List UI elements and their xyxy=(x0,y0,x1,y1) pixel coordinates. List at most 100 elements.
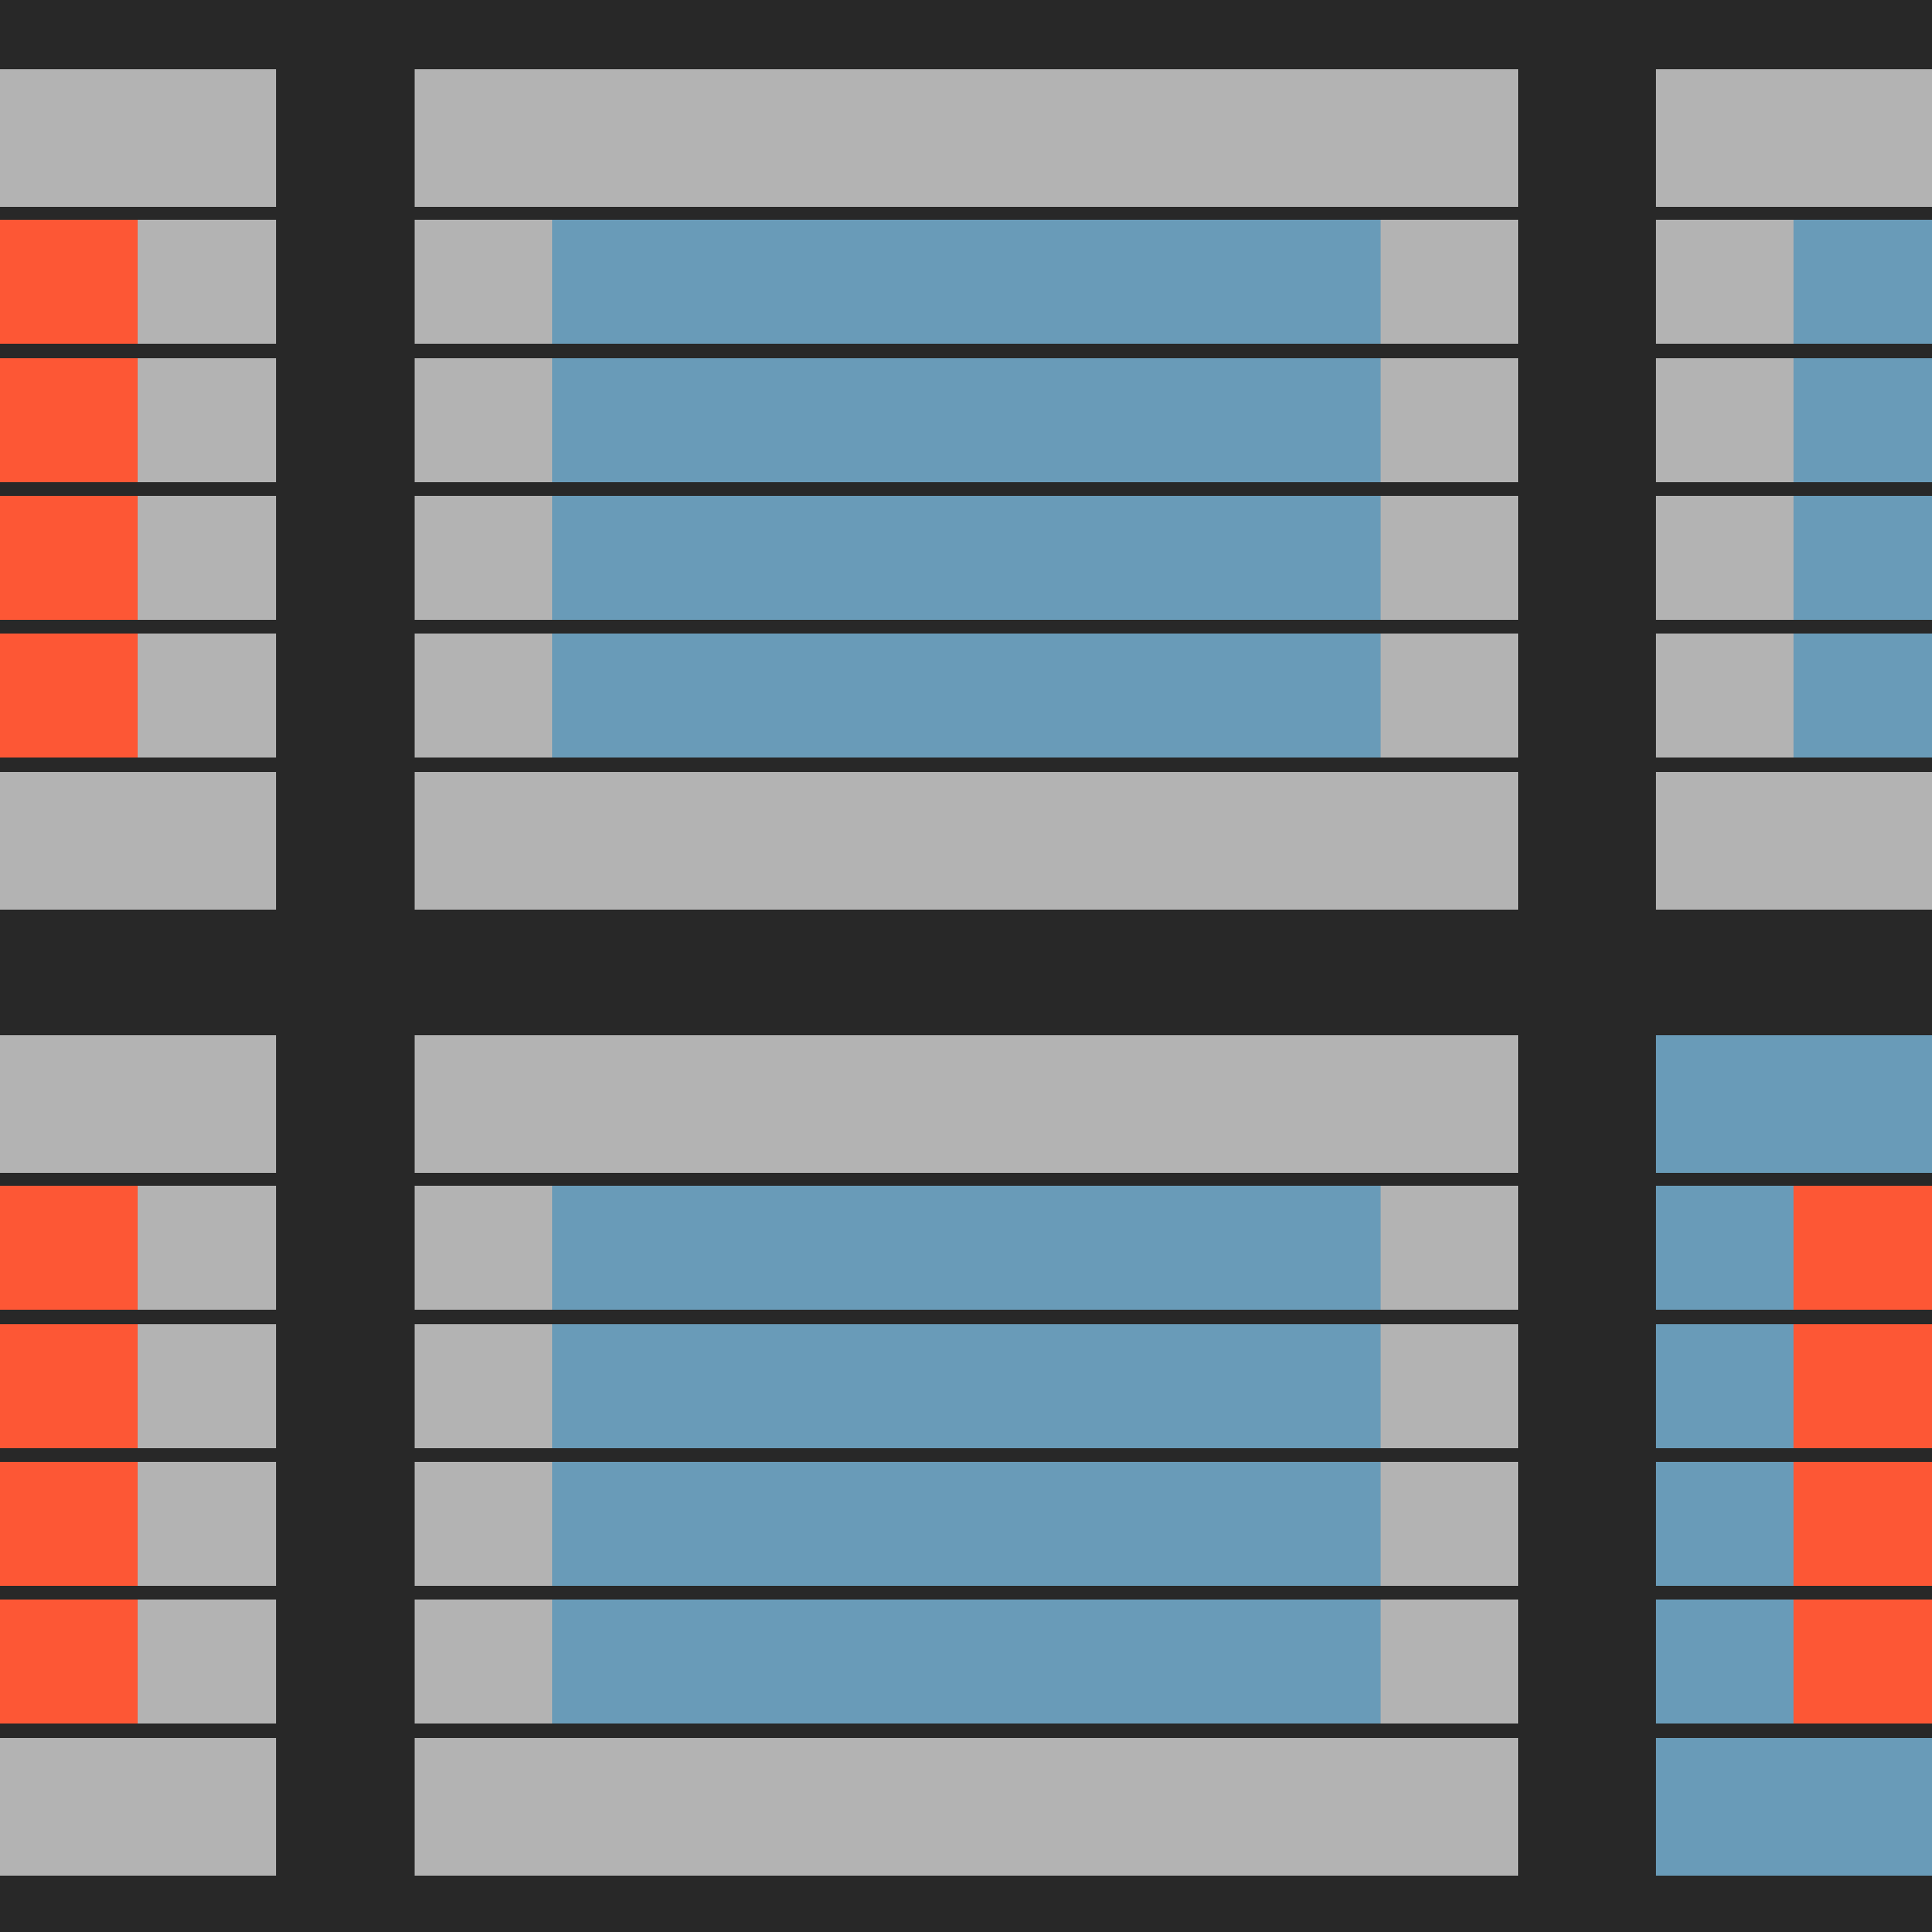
color-block-blue xyxy=(552,634,1381,758)
panel-row xyxy=(415,772,1518,910)
panel-row xyxy=(415,1324,1518,1448)
color-block-gray xyxy=(415,772,1518,910)
color-block-gray xyxy=(415,1462,552,1586)
panel-row xyxy=(1656,634,1932,758)
color-block-blue xyxy=(1656,1738,1932,1876)
panel-row xyxy=(0,1186,276,1310)
panel-bottom-center xyxy=(415,1035,1518,1876)
color-block-gray xyxy=(1381,1600,1518,1724)
panel-top-left xyxy=(0,69,276,910)
panel-row xyxy=(0,358,276,482)
panel-top-center xyxy=(415,69,1518,910)
color-block-gray xyxy=(1381,634,1518,758)
color-block-blue xyxy=(1656,1035,1932,1173)
color-block-gray xyxy=(415,1186,552,1310)
color-block-orange xyxy=(0,220,138,344)
color-block-gray xyxy=(138,1600,276,1724)
color-block-blue xyxy=(1794,634,1932,758)
color-block-gray xyxy=(0,69,276,207)
panel-row xyxy=(1656,69,1932,207)
color-block-blue xyxy=(1656,1462,1794,1586)
panel-row xyxy=(0,772,276,910)
color-block-blue xyxy=(552,1186,1381,1310)
color-block-gray xyxy=(415,634,552,758)
panel-row xyxy=(415,358,1518,482)
color-block-gray xyxy=(415,358,552,482)
panel-row xyxy=(0,1738,276,1876)
panel-row xyxy=(1656,1462,1932,1586)
panel-row xyxy=(0,496,276,620)
color-block-orange xyxy=(1794,1324,1932,1448)
color-block-gray xyxy=(415,69,1518,207)
panel-row xyxy=(415,1186,1518,1310)
panel-row xyxy=(0,220,276,344)
color-block-blue xyxy=(1794,358,1932,482)
color-block-blue xyxy=(552,1462,1381,1586)
color-block-blue xyxy=(552,220,1381,344)
color-block-gray xyxy=(415,1738,1518,1876)
color-block-blue xyxy=(1656,1600,1794,1724)
color-block-blue xyxy=(552,1324,1381,1448)
color-block-orange xyxy=(0,1186,138,1310)
panel-row xyxy=(1656,496,1932,620)
panel-row xyxy=(1656,1035,1932,1173)
color-block-gray xyxy=(1381,358,1518,482)
color-block-gray xyxy=(1656,496,1794,620)
color-block-gray xyxy=(415,1035,1518,1173)
panel-bottom-right xyxy=(1656,1035,1932,1876)
color-block-gray xyxy=(138,358,276,482)
color-block-blue xyxy=(552,358,1381,482)
color-block-gray xyxy=(138,634,276,758)
panel-row xyxy=(0,1462,276,1586)
color-block-orange xyxy=(1794,1186,1932,1310)
panel-row xyxy=(415,69,1518,207)
color-block-blue xyxy=(1794,496,1932,620)
color-block-gray xyxy=(1381,1186,1518,1310)
color-block-gray xyxy=(138,220,276,344)
color-block-gray xyxy=(138,1462,276,1586)
color-block-orange xyxy=(0,358,138,482)
panel-row xyxy=(1656,1186,1932,1310)
color-block-orange xyxy=(1794,1600,1932,1724)
panel-row xyxy=(1656,1324,1932,1448)
panel-row xyxy=(0,1324,276,1448)
color-block-orange xyxy=(0,1462,138,1586)
color-block-gray xyxy=(1656,220,1794,344)
color-block-orange xyxy=(0,634,138,758)
color-block-gray xyxy=(1381,220,1518,344)
panel-row xyxy=(1656,1738,1932,1876)
panel-row xyxy=(415,220,1518,344)
panel-row xyxy=(415,1035,1518,1173)
panel-row xyxy=(1656,358,1932,482)
panel-row xyxy=(415,496,1518,620)
color-block-blue xyxy=(1656,1186,1794,1310)
color-block-gray xyxy=(415,496,552,620)
color-block-blue xyxy=(552,496,1381,620)
panel-top-right xyxy=(1656,69,1932,910)
color-block-orange xyxy=(0,496,138,620)
color-block-gray xyxy=(415,1600,552,1724)
panel-row xyxy=(415,634,1518,758)
color-block-gray xyxy=(1656,634,1794,758)
color-block-orange xyxy=(0,1600,138,1724)
color-block-gray xyxy=(1381,496,1518,620)
color-block-gray xyxy=(1381,1462,1518,1586)
panel-row xyxy=(415,1600,1518,1724)
color-block-gray xyxy=(0,1035,276,1173)
color-block-gray xyxy=(138,496,276,620)
color-block-gray xyxy=(1656,358,1794,482)
color-block-blue xyxy=(1794,220,1932,344)
color-block-blue xyxy=(552,1600,1381,1724)
color-block-blue xyxy=(1656,1324,1794,1448)
panel-row xyxy=(0,634,276,758)
panel-row xyxy=(1656,220,1932,344)
color-block-gray xyxy=(0,772,276,910)
color-block-gray xyxy=(1381,1324,1518,1448)
color-block-gray xyxy=(138,1324,276,1448)
panel-row xyxy=(415,1738,1518,1876)
color-block-gray xyxy=(0,1738,276,1876)
panel-row xyxy=(415,1462,1518,1586)
panel-row xyxy=(0,1600,276,1724)
color-block-gray xyxy=(415,1324,552,1448)
